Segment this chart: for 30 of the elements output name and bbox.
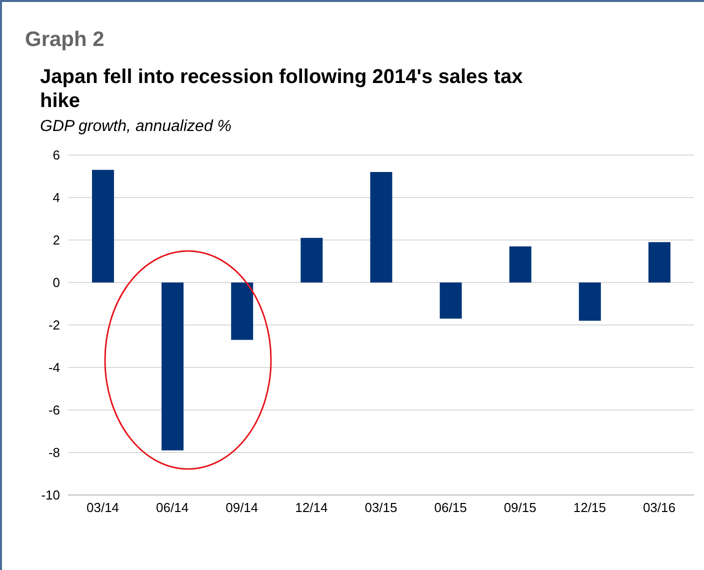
y-tick-label: 2 (52, 232, 60, 248)
y-tick-label: -2 (48, 318, 60, 333)
x-tick-label: 12/14 (295, 500, 328, 516)
y-tick-label: -6 (48, 402, 60, 418)
x-tick-label: 12/15 (573, 500, 606, 516)
bar (440, 282, 462, 319)
bar (648, 242, 670, 282)
x-tick-label: 06/15 (434, 500, 467, 516)
bar (300, 238, 323, 282)
x-tick-label: 03/16 (642, 500, 676, 516)
caption: Graph 2 (25, 28, 104, 52)
chart-subtitle: GDP growth, annualized % (40, 118, 232, 136)
y-tick-label: 4 (52, 190, 60, 206)
y-tick-label: 0 (52, 275, 60, 290)
x-tick-label: 06/14 (156, 500, 189, 516)
x-tick-label: 03/14 (86, 500, 120, 516)
bar (92, 170, 114, 282)
x-tick-label: 09/14 (226, 500, 258, 516)
y-tick-label: -10 (41, 488, 60, 503)
bar (578, 282, 601, 321)
x-tick-label: 09/15 (504, 500, 536, 516)
bar (370, 172, 392, 282)
bar (162, 282, 184, 450)
y-tick-label: 6 (52, 148, 60, 163)
bar (509, 246, 532, 282)
y-tick-label: -4 (48, 360, 60, 376)
x-tick-label: 03/15 (364, 500, 398, 516)
bar (231, 282, 254, 340)
chart-title: Japan fell into recession following 2014's sales tax hike (40, 65, 524, 113)
y-tick-label: -8 (48, 445, 60, 460)
